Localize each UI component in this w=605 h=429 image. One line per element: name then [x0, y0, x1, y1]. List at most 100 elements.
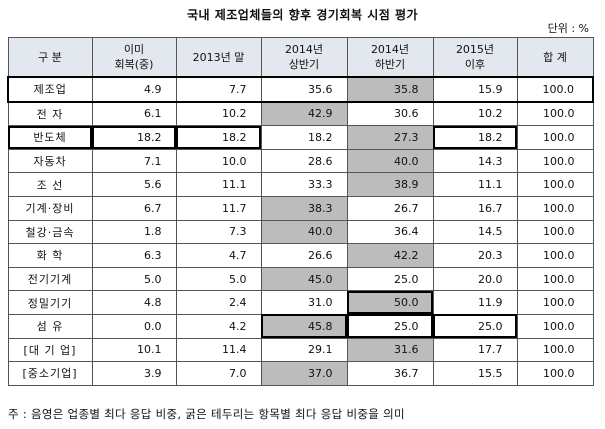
- cell-value: 26.6: [260, 243, 348, 268]
- cell-value: 6.3: [91, 243, 177, 268]
- cell-value: 100.0: [516, 195, 594, 221]
- cell-value: 29.1: [260, 337, 348, 363]
- row-label: 제조업: [7, 76, 93, 103]
- table-row: 자동차 7.1 10.0 28.6 40.0 14.3 100.0: [7, 148, 594, 174]
- cell-value: 25.0: [346, 313, 434, 339]
- cell-value: 1.8: [91, 219, 177, 245]
- cell-value: 7.3: [175, 219, 262, 245]
- cell-value: 11.1: [432, 172, 518, 197]
- column-header: 합 계: [516, 37, 594, 78]
- cell-value: 30.6: [346, 101, 434, 127]
- cell-value: 100.0: [516, 266, 594, 292]
- table-row: 화 학 6.3 4.7 26.6 42.2 20.3 100.0: [7, 243, 594, 268]
- header-row: 구 분 이미 회복(중) 2013년 말 2014년 상반기 2014년 하반기 2015년 이후…: [7, 37, 594, 78]
- cell-value: 10.1: [91, 337, 177, 363]
- cell-value: 2.4: [175, 290, 262, 315]
- cell-value: 4.7: [175, 243, 262, 268]
- cell-value: 6.1: [91, 101, 177, 127]
- row-label: 반도체: [7, 125, 93, 150]
- footnote: 주 : 음영은 업종별 최다 응답 비중, 굵은 테두리는 항목별 최다 응답 …: [8, 407, 405, 421]
- cell-value: 40.0: [260, 219, 348, 245]
- cell-value: 18.2: [175, 125, 262, 150]
- cell-value: 20.3: [432, 243, 518, 268]
- cell-value: 45.8: [260, 313, 348, 339]
- column-header: 2015년 이후: [432, 37, 518, 78]
- table-row: 반도체 18.2 18.2 18.2 27.3 18.2 100.0: [7, 125, 594, 150]
- cell-value: 100.0: [516, 76, 594, 103]
- cell-value: 11.4: [175, 337, 262, 363]
- cell-value: 38.9: [346, 172, 434, 197]
- cell-value: 50.0: [346, 290, 434, 315]
- row-label: 정밀기기: [7, 290, 93, 315]
- cell-value: 4.2: [175, 313, 262, 339]
- cell-value: 10.0: [175, 148, 262, 174]
- cell-value: 5.0: [175, 266, 262, 292]
- cell-value: 15.9: [432, 76, 518, 103]
- cell-value: 6.7: [91, 195, 177, 221]
- table-row: 제조업 4.9 7.7 35.6 35.8 15.9 100.0: [7, 76, 594, 103]
- unit-label: 단위 : %: [547, 22, 589, 35]
- cell-value: 36.4: [346, 219, 434, 245]
- cell-value: 10.2: [432, 101, 518, 127]
- row-label: 자동차: [7, 148, 93, 174]
- table-row: 철강·금속 1.8 7.3 40.0 36.4 14.5 100.0: [7, 219, 594, 245]
- cell-value: 100.0: [516, 172, 594, 197]
- cell-value: 7.7: [175, 76, 262, 103]
- cell-value: 14.5: [432, 219, 518, 245]
- table-title: 국내 제조업체들의 향후 경기회복 시점 평가: [186, 8, 419, 22]
- table-row: 전 자 6.1 10.2 42.9 30.6 10.2 100.0: [7, 101, 594, 127]
- cell-value: 18.2: [432, 125, 518, 150]
- cell-value: 100.0: [516, 243, 594, 268]
- cell-value: 100.0: [516, 290, 594, 315]
- cell-value: 25.0: [432, 313, 518, 339]
- row-label: 전 자: [7, 101, 93, 127]
- cell-value: 45.0: [260, 266, 348, 292]
- row-label: [중소기업]: [7, 361, 93, 386]
- cell-value: 31.0: [260, 290, 348, 315]
- cell-value: 3.9: [91, 361, 177, 386]
- column-header: 구 분: [7, 37, 93, 78]
- cell-value: 40.0: [346, 148, 434, 174]
- row-label: 기계·장비: [7, 195, 93, 221]
- cell-value: 36.7: [346, 361, 434, 386]
- row-label: 화 학: [7, 243, 93, 268]
- table-row: 정밀기기 4.8 2.4 31.0 50.0 11.9 100.0: [7, 290, 594, 315]
- cell-value: 5.6: [91, 172, 177, 197]
- recovery-table: 구 분 이미 회복(중) 2013년 말 2014년 상반기 2014년 하반기 2015년 이후…: [7, 37, 594, 386]
- cell-value: 38.3: [260, 195, 348, 221]
- cell-value: 11.1: [175, 172, 262, 197]
- table-row: 기계·장비 6.7 11.7 38.3 26.7 16.7 100.0: [7, 195, 594, 221]
- cell-value: 5.0: [91, 266, 177, 292]
- cell-value: 31.6: [346, 337, 434, 363]
- cell-value: 26.7: [346, 195, 434, 221]
- cell-value: 100.0: [516, 125, 594, 150]
- cell-value: 14.3: [432, 148, 518, 174]
- cell-value: 4.8: [91, 290, 177, 315]
- cell-value: 25.0: [346, 266, 434, 292]
- cell-value: 35.6: [260, 76, 348, 103]
- cell-value: 4.9: [91, 76, 177, 103]
- cell-value: 37.0: [260, 361, 348, 386]
- row-label: 조 선: [7, 172, 93, 197]
- column-header: 2014년 상반기: [260, 37, 348, 78]
- cell-value: 18.2: [260, 125, 348, 150]
- row-label: 철강·금속: [7, 219, 93, 245]
- column-header: 이미 회복(중): [91, 37, 177, 78]
- row-label: 전기기계: [7, 266, 93, 292]
- cell-value: 100.0: [516, 361, 594, 386]
- cell-value: 100.0: [516, 148, 594, 174]
- cell-value: 11.7: [175, 195, 262, 221]
- cell-value: 100.0: [516, 337, 594, 363]
- row-label: 섬 유: [7, 313, 93, 339]
- cell-value: 11.9: [432, 290, 518, 315]
- cell-value: 42.2: [346, 243, 434, 268]
- cell-value: 28.6: [260, 148, 348, 174]
- cell-value: 33.3: [260, 172, 348, 197]
- column-header: 2013년 말: [175, 37, 262, 78]
- cell-value: 15.5: [432, 361, 518, 386]
- cell-value: 20.0: [432, 266, 518, 292]
- cell-value: 0.0: [91, 313, 177, 339]
- table-row: [대 기 업] 10.1 11.4 29.1 31.6 17.7 100.0: [7, 337, 594, 363]
- table-row: 조 선 5.6 11.1 33.3 38.9 11.1 100.0: [7, 172, 594, 197]
- cell-value: 17.7: [432, 337, 518, 363]
